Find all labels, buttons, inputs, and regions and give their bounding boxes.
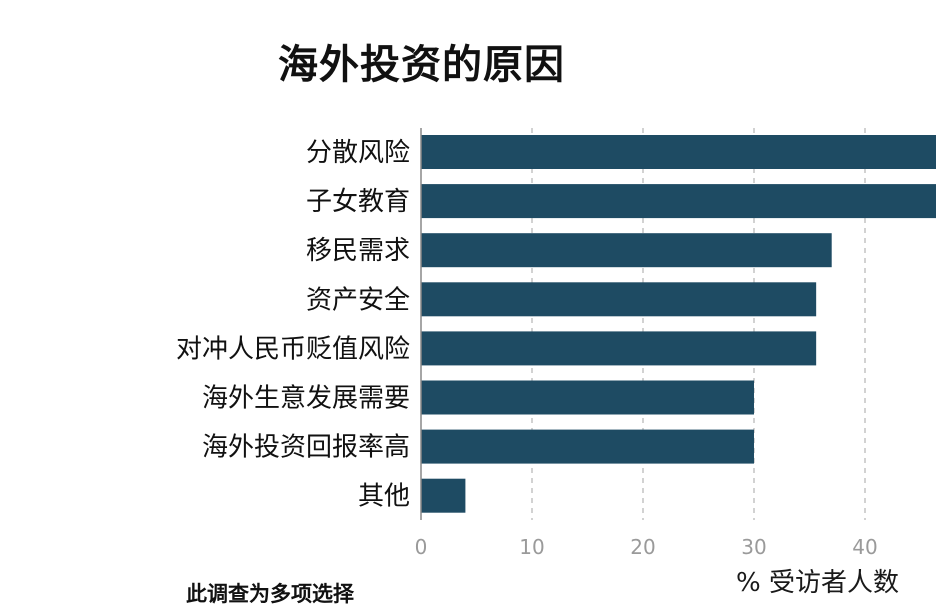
x-tick-label: 20 (630, 535, 655, 559)
bar (421, 184, 936, 219)
survey-note: 此调查为多项选择 (186, 582, 354, 606)
category-label: 移民需求 (306, 236, 410, 266)
bar (421, 282, 817, 317)
bars (421, 135, 936, 513)
x-tick-label: 40 (852, 535, 877, 559)
category-label: 对冲人民币贬值风险 (176, 334, 410, 364)
bar (421, 135, 936, 169)
category-label: 子女教育 (306, 187, 410, 217)
bar (421, 429, 754, 464)
category-label: 分散风险 (306, 138, 410, 168)
category-label: 海外生意发展需要 (202, 384, 410, 414)
x-tick-labels: 0 10 20 30 40 (415, 535, 878, 559)
x-tick-label: 30 (741, 535, 766, 559)
x-tick-label: 0 (415, 535, 428, 559)
bar (421, 331, 817, 366)
chart-title: 海外投资的原因 (278, 42, 565, 88)
category-label: 其他 (358, 482, 410, 512)
category-label: 海外投资回报率高 (202, 433, 410, 463)
category-label: 资产安全 (306, 285, 410, 315)
bar (421, 380, 754, 415)
x-tick-label: 10 (519, 535, 544, 559)
category-labels: 分散风险子女教育移民需求资产安全对冲人民币贬值风险海外生意发展需要海外投资回报率… (176, 138, 410, 512)
bar (421, 478, 466, 513)
bar (421, 233, 832, 268)
x-axis-label: % 受访者人数 (736, 568, 899, 598)
